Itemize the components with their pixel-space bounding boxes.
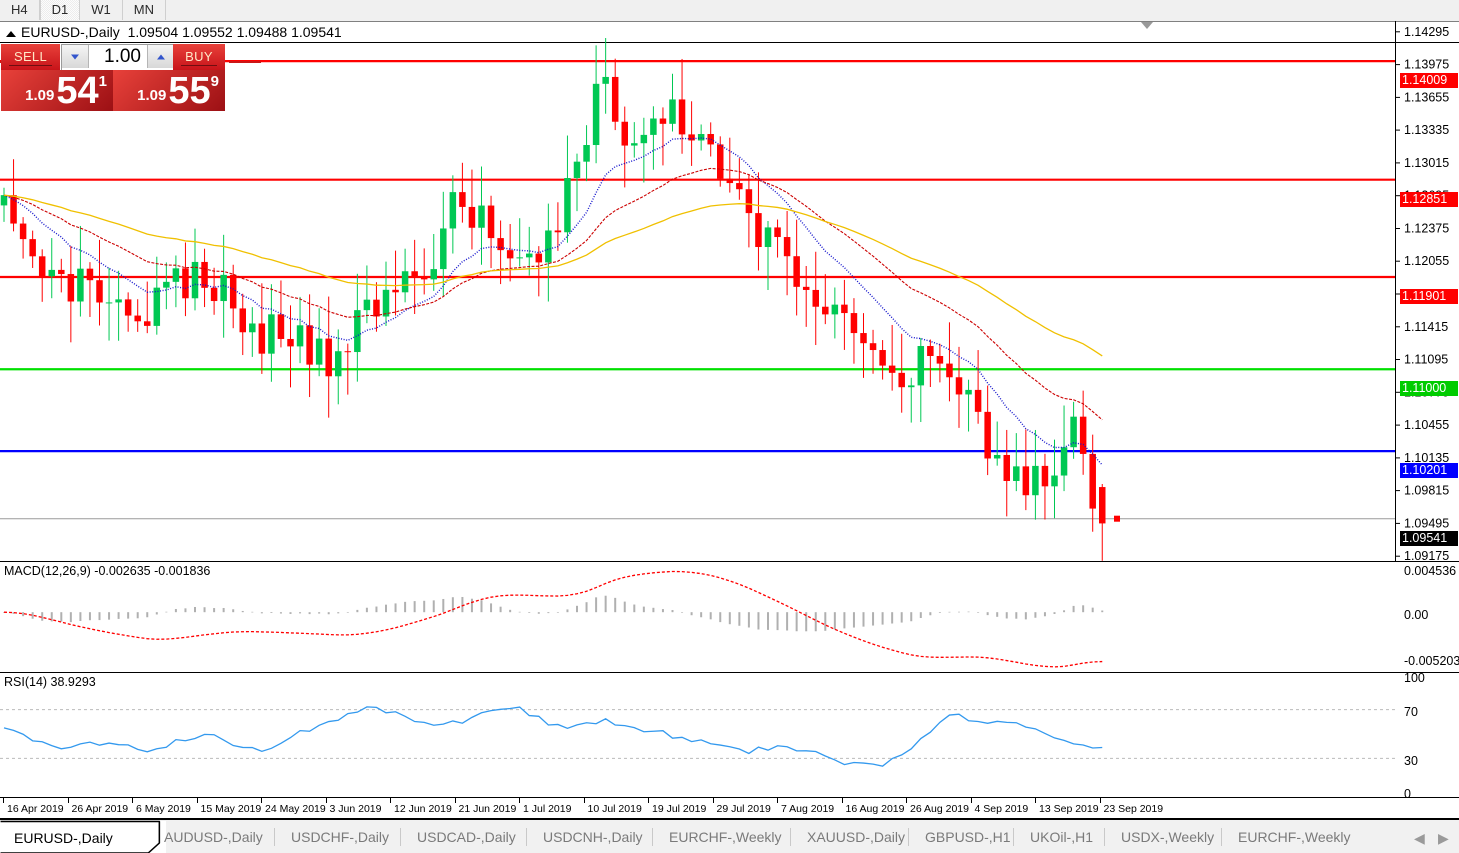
svg-text:1.10455: 1.10455 xyxy=(1404,418,1449,432)
svg-text:1.13655: 1.13655 xyxy=(1404,90,1449,104)
svg-text:1.14295: 1.14295 xyxy=(1404,25,1449,39)
svg-text:1.11415: 1.11415 xyxy=(1404,320,1448,334)
svg-text:1.13975: 1.13975 xyxy=(1404,58,1449,72)
svg-text:1.12055: 1.12055 xyxy=(1404,254,1449,268)
svg-text:1.13015: 1.13015 xyxy=(1404,156,1449,170)
svg-text:1.09495: 1.09495 xyxy=(1404,516,1449,530)
svg-text:1.11095: 1.11095 xyxy=(1404,353,1448,367)
svg-text:1.09815: 1.09815 xyxy=(1404,484,1449,498)
svg-text:1.12375: 1.12375 xyxy=(1404,222,1449,236)
svg-text:1.13335: 1.13335 xyxy=(1404,123,1449,137)
svg-text:1.09175: 1.09175 xyxy=(1404,549,1449,561)
